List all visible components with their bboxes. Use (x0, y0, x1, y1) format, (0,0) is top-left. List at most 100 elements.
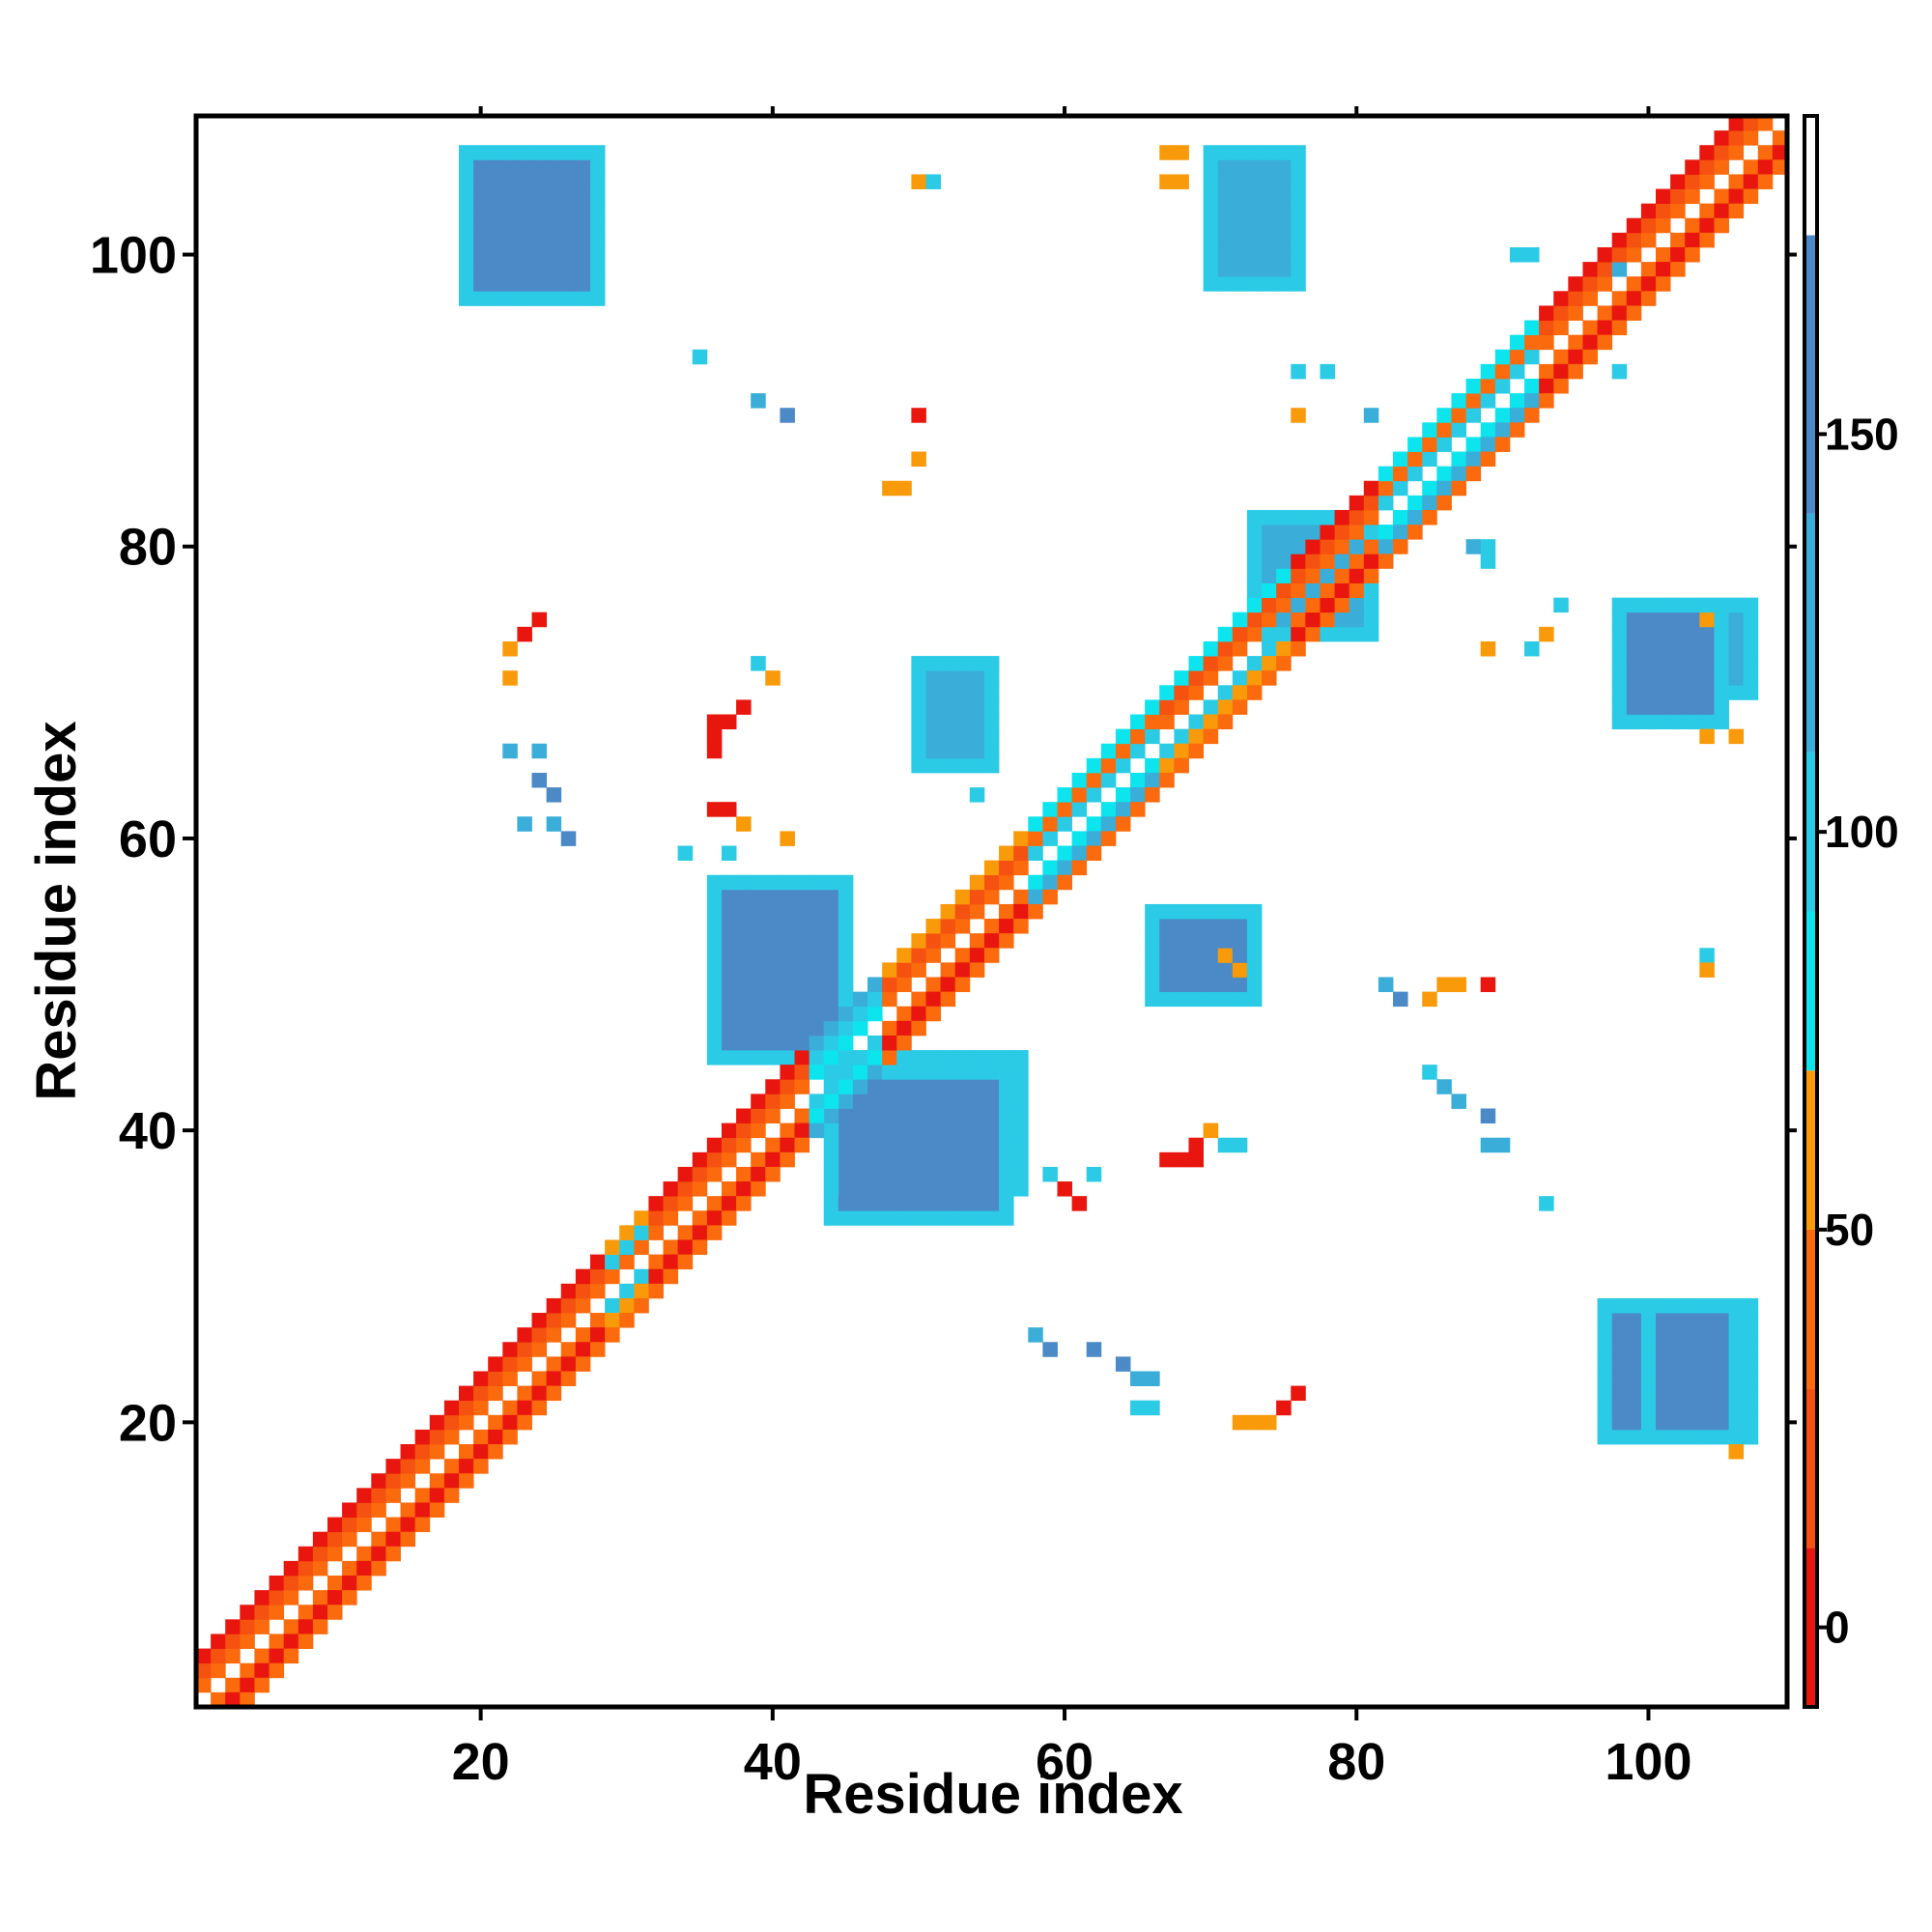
heatmap-cell (1670, 1356, 1686, 1372)
heatmap-cell (1714, 670, 1729, 686)
heatmap-cell (211, 1691, 226, 1708)
heatmap-cell (940, 1166, 956, 1182)
heatmap-cell (999, 1196, 1014, 1211)
heatmap-cell (1188, 919, 1204, 934)
heatmap-cell (1611, 626, 1628, 642)
heatmap-cell (983, 1196, 1000, 1211)
heatmap-cell (1291, 145, 1306, 160)
heatmap-cell (531, 159, 548, 175)
heatmap-cell (546, 276, 562, 292)
heatmap-cell (1743, 1385, 1759, 1402)
heatmap-cell (1174, 962, 1189, 978)
heatmap-cell (1743, 597, 1759, 613)
heatmap-cell (896, 1137, 912, 1153)
heatmap-cell (1714, 597, 1729, 613)
heatmap-cell (954, 1210, 971, 1226)
heatmap-cell (546, 1313, 562, 1328)
heatmap-cell (1232, 262, 1248, 277)
heatmap-cell (1013, 1166, 1029, 1182)
heatmap-cell (1217, 948, 1234, 963)
heatmap-cell (1042, 874, 1058, 891)
heatmap-cell (809, 962, 825, 978)
x-axis: 20 40 60 80 100 (452, 106, 1692, 1791)
heatmap-cell (1640, 685, 1657, 700)
heatmap-cell (488, 1414, 503, 1431)
heatmap-cell (488, 246, 503, 263)
heatmap-cell (1539, 334, 1554, 351)
heatmap-cell (589, 159, 606, 175)
heatmap-cell (1349, 525, 1365, 540)
heatmap-cell (1363, 408, 1379, 423)
heatmap-cell (502, 276, 518, 292)
heatmap-cell (546, 174, 562, 189)
heatmap-cell (1276, 232, 1292, 248)
heatmap-cell (852, 1065, 868, 1080)
heatmap-cell (983, 1122, 1000, 1139)
heatmap-cell (458, 262, 474, 277)
heatmap-cell (1203, 246, 1219, 263)
heatmap-cell (312, 1546, 328, 1562)
heatmap-cell (1013, 845, 1029, 862)
plot-frame (193, 113, 1790, 1710)
heatmap-cell (1042, 802, 1058, 817)
heatmap-cell (663, 1181, 679, 1197)
heatmap-cell (517, 816, 532, 832)
heatmap-cell (1611, 1400, 1628, 1416)
heatmap-cell (560, 1342, 577, 1357)
heatmap-cell (254, 1662, 270, 1679)
heatmap-cell (809, 874, 825, 891)
heatmap-cell (852, 1079, 868, 1094)
heatmap-cell (1480, 422, 1496, 438)
heatmap-cell (531, 1385, 548, 1402)
heatmap-cell (1217, 714, 1234, 730)
heatmap-cell (1597, 320, 1613, 336)
heatmap-cell (809, 977, 825, 993)
heatmap-cell (1291, 159, 1306, 175)
heatmap-cell (940, 1108, 956, 1123)
heatmap-cell (1246, 174, 1263, 189)
heatmap-cell (1743, 1327, 1759, 1343)
heatmap-cell (809, 933, 825, 949)
heatmap-cell (1743, 1342, 1759, 1357)
heatmap-cell (1714, 1356, 1729, 1372)
heatmap-cell (721, 1006, 737, 1022)
heatmap-cell (706, 743, 723, 759)
heatmap-cell (1174, 728, 1189, 745)
heatmap-cell (940, 919, 956, 934)
heatmap-cell (1494, 378, 1511, 394)
heatmap-cell (925, 1196, 942, 1211)
heatmap-cell (677, 1239, 694, 1255)
heatmap-cell (429, 1488, 445, 1503)
heatmap-cell (794, 874, 810, 891)
heatmap-cell (1656, 217, 1671, 234)
heatmap-cell (1203, 670, 1219, 686)
heatmap-cell (1611, 1371, 1628, 1386)
heatmap-cell (882, 1094, 897, 1109)
heatmap-cell (765, 1050, 781, 1065)
heatmap-cell (1757, 174, 1774, 189)
heatmap-cell (809, 1006, 825, 1022)
heatmap-cell (254, 1590, 270, 1605)
heatmap-cell (589, 217, 606, 234)
heatmap-cell (1013, 860, 1029, 876)
heatmap-cell (882, 1196, 897, 1211)
heatmap-cell (1203, 962, 1219, 978)
heatmap-cell (634, 1283, 649, 1299)
heatmap-cell (1728, 1342, 1745, 1357)
heatmap-cell (794, 1137, 810, 1153)
heatmap-cell (940, 670, 956, 686)
heatmap-cell (1670, 670, 1686, 686)
heatmap-cell (1174, 145, 1189, 160)
heatmap-cell (458, 232, 474, 248)
heatmap-cell (838, 1094, 854, 1109)
heatmap-cell (721, 1151, 737, 1168)
heatmap-cell (1246, 670, 1263, 686)
heatmap-cell (1276, 159, 1292, 175)
heatmap-cell (838, 889, 854, 905)
heatmap-cell (1656, 714, 1671, 730)
heatmap-cell (488, 262, 503, 277)
heatmap-cell (794, 977, 810, 993)
heatmap-cell (765, 1079, 781, 1094)
heatmap-cell (312, 1531, 328, 1548)
heatmap-cell (458, 159, 474, 175)
